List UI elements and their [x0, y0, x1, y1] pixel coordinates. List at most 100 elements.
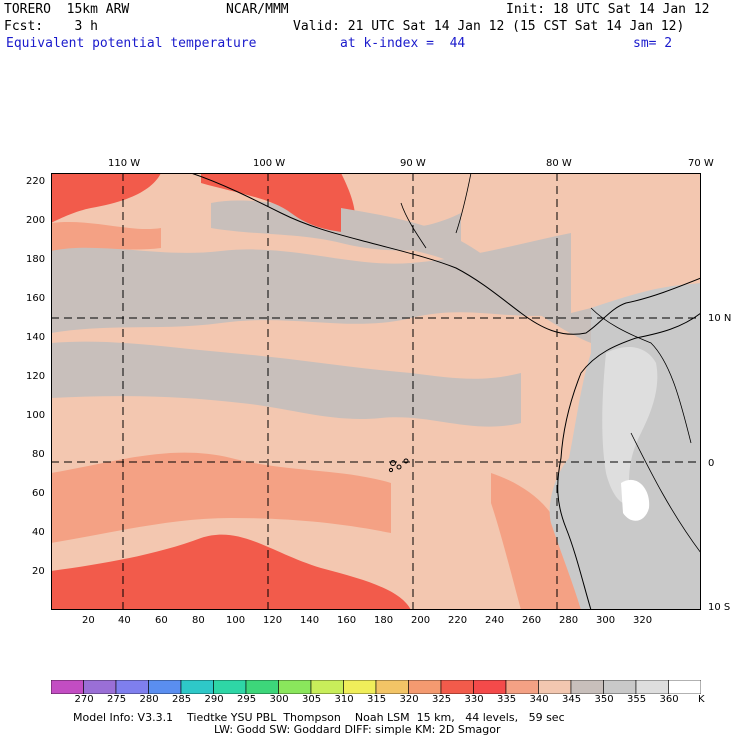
- lon-label: 70 W: [688, 158, 714, 169]
- x-tick: 60: [155, 615, 168, 626]
- field-name: Equivalent potential temperature: [6, 36, 257, 51]
- land-high-terrain: [602, 347, 658, 504]
- colorbar-swatch: [213, 680, 247, 694]
- coastline: [190, 173, 701, 335]
- colorbar-label: 350: [594, 694, 614, 705]
- colorbar-label: 335: [497, 694, 517, 705]
- model-info-line1: Model Info: V3.3.1 Tiedtke YSU PBL Thomp…: [73, 711, 565, 724]
- colorbar-swatch: [83, 680, 117, 694]
- colorbar-swatch: [148, 680, 182, 694]
- lon-label: 80 W: [546, 158, 572, 169]
- model-name: TORERO 15km ARW: [4, 2, 130, 17]
- y-tick: 220: [26, 176, 46, 187]
- x-tick: 160: [337, 615, 357, 626]
- x-tick: 300: [596, 615, 616, 626]
- colorbar-label: 290: [204, 694, 224, 705]
- level-index: at k-index = 44: [340, 36, 466, 51]
- colorbar-label: 330: [464, 694, 484, 705]
- y-tick: 160: [26, 293, 46, 304]
- colorbar-swatch: [668, 680, 701, 694]
- x-tick: 200: [411, 615, 431, 626]
- y-tick: 20: [32, 566, 45, 577]
- colorbar-swatch: [310, 680, 344, 694]
- x-tick: 240: [485, 615, 505, 626]
- map-frame: [51, 173, 701, 610]
- field-region-grey: [51, 233, 571, 333]
- lon-label: 90 W: [400, 158, 426, 169]
- x-tick: 80: [192, 615, 205, 626]
- colorbar-label: 275: [107, 694, 127, 705]
- colorbar-swatch: [505, 680, 539, 694]
- y-tick: 200: [26, 215, 46, 226]
- x-tick: 120: [263, 615, 283, 626]
- field-region-red: [51, 534, 411, 610]
- colorbar-label: 340: [529, 694, 549, 705]
- colorbar-swatch: [603, 680, 637, 694]
- x-tick: 100: [226, 615, 246, 626]
- field-region-red: [201, 173, 356, 233]
- lat-label: 0: [708, 458, 715, 469]
- land-high-terrain: [621, 479, 650, 521]
- y-tick: 140: [26, 332, 46, 343]
- colorbar-label: 320: [399, 694, 419, 705]
- y-tick: 60: [32, 488, 45, 499]
- x-tick: 220: [448, 615, 468, 626]
- x-tick: 140: [300, 615, 320, 626]
- x-tick: 260: [522, 615, 542, 626]
- field-region-salmon: [51, 221, 161, 251]
- colorbar-label: 300: [269, 694, 289, 705]
- coastline: [557, 312, 701, 610]
- lon-label: 100 W: [253, 158, 286, 169]
- colorbar-swatch: [473, 680, 507, 694]
- colorbar-swatch: [180, 680, 214, 694]
- galapagos-islands: [388, 458, 409, 473]
- colorbar-swatch: [278, 680, 312, 694]
- x-tick: 180: [374, 615, 394, 626]
- colorbar-swatch: [440, 680, 474, 694]
- organization: NCAR/MMM: [226, 2, 289, 17]
- y-tick: 40: [32, 527, 45, 538]
- land-central-america: [341, 208, 591, 343]
- field-region-salmon: [51, 452, 391, 543]
- colorbar-swatch: [375, 680, 409, 694]
- x-tick: 320: [633, 615, 653, 626]
- model-info-line2: LW: Godd SW: Goddard DIFF: simple KM: 2D…: [214, 723, 501, 736]
- y-tick: 80: [32, 449, 45, 460]
- colorbar-swatch: [245, 680, 279, 694]
- smoothing: sm= 2: [633, 36, 673, 51]
- equivalent-potential-temperature-map: [51, 173, 701, 610]
- colorbar-label: 305: [302, 694, 322, 705]
- field-region-red: [51, 173, 161, 223]
- colorbar-swatch: [570, 680, 604, 694]
- colorbar-label: 360: [659, 694, 679, 705]
- colorbar-unit: K: [698, 694, 705, 705]
- colorbar-swatch: [408, 680, 442, 694]
- colorbar-swatch: [115, 680, 149, 694]
- colorbar-label: 315: [367, 694, 387, 705]
- colorbar-label: 270: [74, 694, 94, 705]
- colorbar-swatch: [343, 680, 377, 694]
- colorbar: [51, 680, 701, 694]
- colorbar-label: 345: [562, 694, 582, 705]
- x-tick: 280: [559, 615, 579, 626]
- colorbar-label: 280: [139, 694, 159, 705]
- country-border: [400, 173, 701, 554]
- lat-label: 10 S: [708, 602, 731, 613]
- y-tick: 100: [26, 410, 46, 421]
- colorbar-label: 295: [237, 694, 257, 705]
- colorbar-label: 325: [432, 694, 452, 705]
- forecast-hour: Fcst: 3 h: [4, 19, 98, 34]
- colorbar-label: 355: [627, 694, 647, 705]
- field-region-salmon: [491, 473, 581, 610]
- colorbar-label: 310: [334, 694, 354, 705]
- init-time: Init: 18 UTC Sat 14 Jan 12: [506, 2, 710, 17]
- colorbar-swatch: [51, 680, 84, 694]
- lon-label: 110 W: [108, 158, 141, 169]
- field-region-grey: [51, 341, 521, 427]
- graticule: [51, 173, 701, 610]
- lat-label: 10 N: [708, 313, 732, 324]
- colorbar-labels: 270 275 280 285 290 295 300 305 310 315 320 325 330 3…: [51, 694, 731, 708]
- colorbar-swatch: [538, 680, 572, 694]
- valid-time: Valid: 21 UTC Sat 14 Jan 12 (15 CST Sat …: [293, 19, 685, 34]
- x-tick: 20: [82, 615, 95, 626]
